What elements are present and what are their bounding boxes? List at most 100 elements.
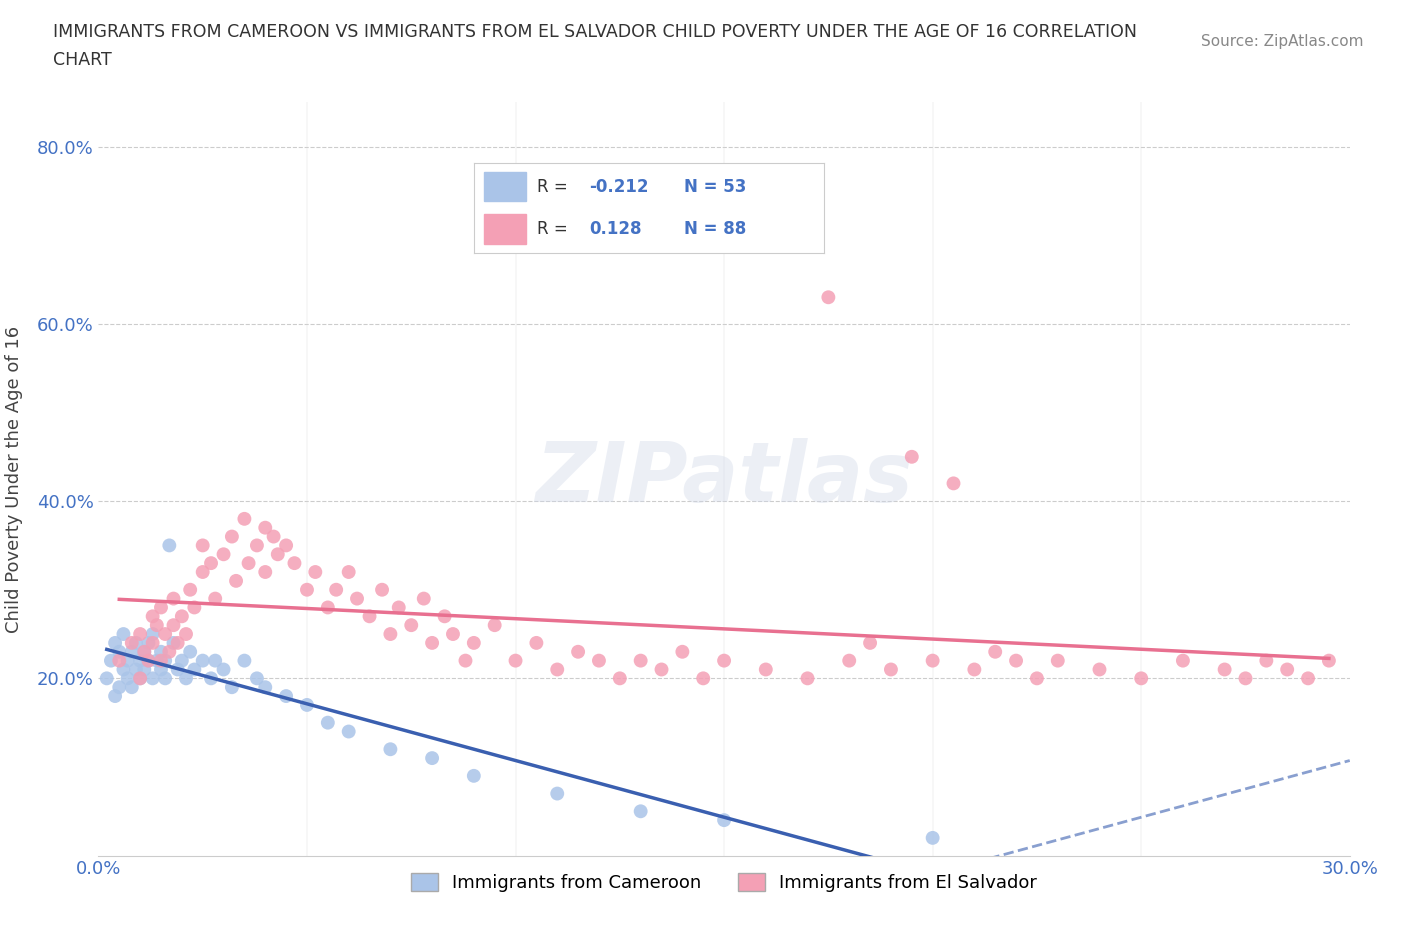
Point	[337, 565, 360, 579]
Point	[121, 635, 143, 650]
Point	[191, 565, 214, 579]
Point	[1088, 662, 1111, 677]
Point	[150, 600, 173, 615]
Point	[433, 609, 456, 624]
Point	[246, 538, 269, 552]
Point	[713, 653, 735, 668]
Point	[166, 662, 188, 677]
Point	[274, 538, 298, 552]
Point	[191, 653, 214, 668]
Point	[108, 653, 131, 668]
Point	[162, 618, 184, 632]
Point	[796, 671, 818, 685]
Point	[146, 618, 169, 632]
Point	[1130, 671, 1153, 685]
Point	[125, 635, 148, 650]
Point	[325, 582, 347, 597]
Point	[138, 653, 160, 668]
Point	[388, 600, 411, 615]
Point	[283, 556, 305, 571]
Point	[1026, 671, 1049, 685]
Point	[157, 538, 180, 552]
Point	[1171, 653, 1194, 668]
Point	[463, 768, 485, 783]
Point	[316, 715, 339, 730]
Point	[157, 644, 180, 659]
Point	[295, 582, 318, 597]
Point	[138, 653, 160, 668]
Point	[129, 671, 152, 685]
Point	[225, 574, 247, 589]
Point	[117, 653, 139, 668]
Point	[346, 591, 368, 606]
Point	[221, 529, 243, 544]
Point	[1213, 662, 1236, 677]
Point	[100, 653, 122, 668]
Point	[142, 671, 165, 685]
Point	[146, 653, 169, 668]
Point	[121, 644, 143, 659]
Point	[817, 290, 839, 305]
Point	[295, 698, 318, 712]
Point	[104, 635, 127, 650]
Point	[96, 671, 118, 685]
Point	[713, 813, 735, 828]
Point	[108, 644, 131, 659]
Point	[134, 644, 156, 659]
Point	[671, 644, 693, 659]
Point	[162, 591, 184, 606]
Point	[153, 653, 176, 668]
Legend: Immigrants from Cameroon, Immigrants from El Salvador: Immigrants from Cameroon, Immigrants fro…	[404, 866, 1045, 899]
Point	[170, 609, 193, 624]
Point	[246, 671, 269, 685]
Point	[174, 627, 197, 642]
Point	[359, 609, 381, 624]
Point	[692, 671, 714, 685]
Point	[316, 600, 339, 615]
Point	[380, 627, 402, 642]
Point	[150, 644, 173, 659]
Point	[134, 644, 156, 659]
Point	[179, 582, 201, 597]
Point	[191, 538, 214, 552]
Point	[183, 662, 205, 677]
Point	[129, 627, 152, 642]
Point	[153, 671, 176, 685]
Point	[200, 556, 222, 571]
Point	[274, 688, 298, 703]
Point	[412, 591, 434, 606]
Point	[179, 644, 201, 659]
Point	[254, 680, 277, 695]
Point	[371, 582, 394, 597]
Point	[212, 662, 235, 677]
Point	[942, 476, 965, 491]
Point	[267, 547, 290, 562]
Point	[138, 635, 160, 650]
Y-axis label: Child Poverty Under the Age of 16: Child Poverty Under the Age of 16	[4, 326, 22, 632]
Point	[183, 600, 205, 615]
Point	[112, 662, 135, 677]
Point	[463, 635, 485, 650]
Point	[304, 565, 326, 579]
Point	[254, 565, 277, 579]
Point	[1317, 653, 1340, 668]
Point	[505, 653, 527, 668]
Point	[588, 653, 610, 668]
Point	[651, 662, 673, 677]
Point	[150, 653, 173, 668]
Point	[170, 653, 193, 668]
Point	[921, 653, 943, 668]
Point	[142, 627, 165, 642]
Point	[129, 671, 152, 685]
Point	[233, 653, 256, 668]
Text: ZIPatlas: ZIPatlas	[536, 438, 912, 520]
Point	[420, 635, 443, 650]
Point	[104, 688, 127, 703]
Point	[984, 644, 1007, 659]
Point	[142, 609, 165, 624]
Point	[125, 662, 148, 677]
Point	[142, 635, 165, 650]
Point	[200, 671, 222, 685]
Point	[153, 627, 176, 642]
Point	[238, 556, 260, 571]
